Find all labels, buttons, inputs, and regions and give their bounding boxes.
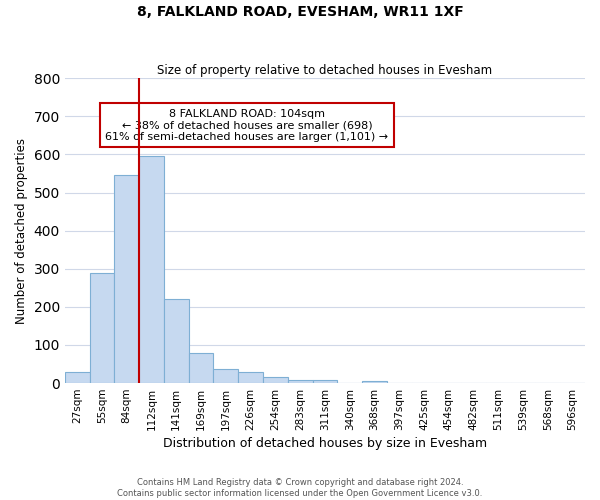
Bar [288,380,313,383]
Text: 8, FALKLAND ROAD, EVESHAM, WR11 1XF: 8, FALKLAND ROAD, EVESHAM, WR11 1XF [137,5,463,19]
Y-axis label: Number of detached properties: Number of detached properties [15,138,28,324]
Text: 8 FALKLAND ROAD: 104sqm
← 38% of detached houses are smaller (698)
61% of semi-d: 8 FALKLAND ROAD: 104sqm ← 38% of detache… [106,108,388,142]
Bar [188,354,214,383]
Bar [115,174,139,383]
Title: Size of property relative to detached houses in Evesham: Size of property relative to detached ho… [157,64,493,77]
Bar [164,299,188,383]
Bar [89,272,115,383]
Text: Contains HM Land Registry data © Crown copyright and database right 2024.
Contai: Contains HM Land Registry data © Crown c… [118,478,482,498]
Bar [214,369,238,383]
Bar [362,381,387,383]
Bar [65,372,89,383]
Bar [238,372,263,383]
Bar [139,156,164,383]
Bar [313,380,337,383]
X-axis label: Distribution of detached houses by size in Evesham: Distribution of detached houses by size … [163,437,487,450]
Bar [263,378,288,383]
